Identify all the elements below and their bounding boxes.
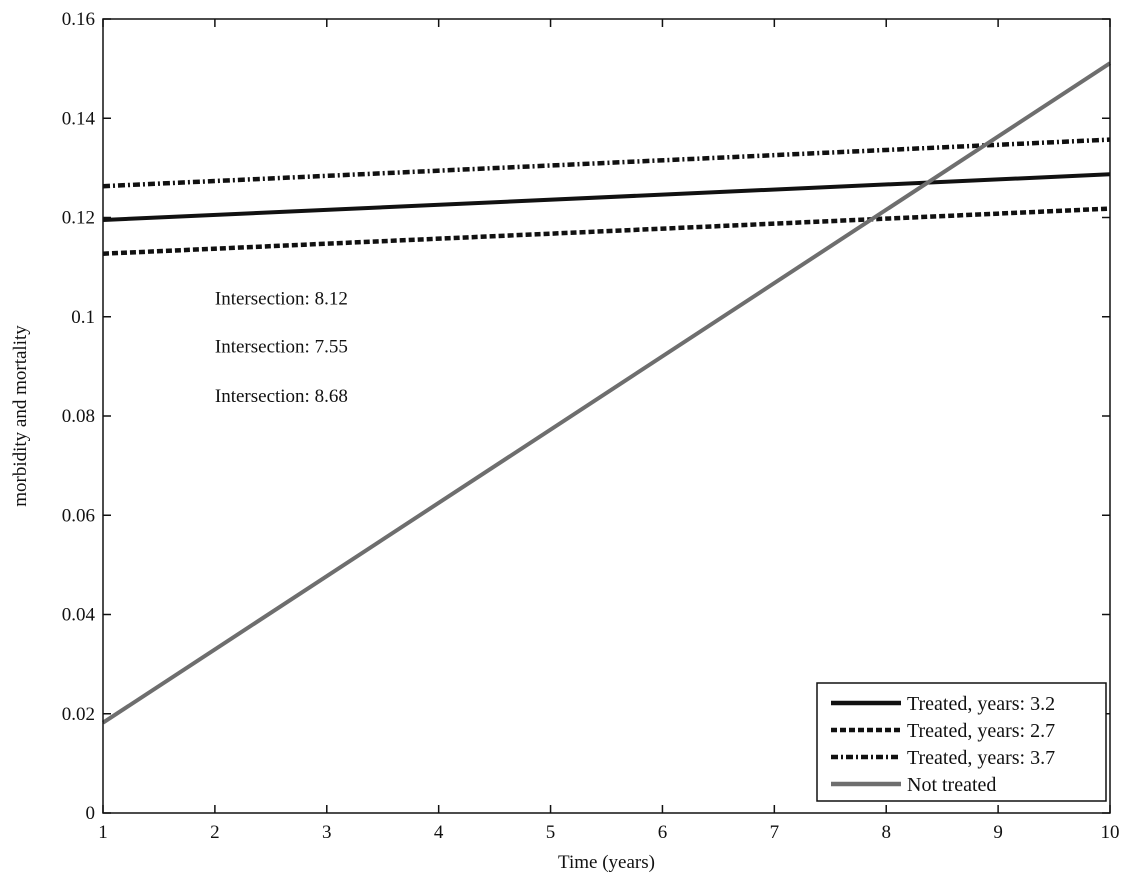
legend-label: Treated, years: 2.7 — [907, 720, 1055, 742]
x-tick-label: 6 — [658, 822, 668, 843]
intersection-annotation: Intersection: 7.55 — [215, 336, 348, 357]
x-tick-label: 1 — [98, 822, 108, 843]
y-tick-label: 0.14 — [62, 108, 96, 129]
y-tick-label: 0.16 — [62, 9, 95, 30]
x-tick-label: 3 — [322, 822, 332, 843]
legend: Treated, years: 3.2 Treated, years: 2.7 Tr… — [816, 682, 1107, 802]
y-tick-label: 0 — [86, 803, 96, 824]
y-tick-label: 0.08 — [62, 406, 95, 427]
plot-layer — [101, 61, 1112, 725]
legend-label: Not treated — [907, 774, 996, 796]
y-tick-label: 0.06 — [62, 505, 95, 526]
series-line-3 — [102, 137, 1111, 189]
annotations: Intersection: 8.12 Intersection: 7.55 Inte… — [215, 288, 348, 407]
series-line-1 — [102, 172, 1111, 222]
intersection-annotation: Intersection: 8.68 — [215, 386, 348, 407]
legend-label: Treated, years: 3.7 — [907, 747, 1055, 769]
x-tick-label: 8 — [881, 822, 891, 843]
series-line-2 — [102, 206, 1111, 256]
y-tick-label: 0.02 — [62, 704, 95, 725]
y-axis-label: morbidity and mortality — [10, 325, 31, 507]
x-tick-label: 2 — [210, 822, 220, 843]
y-tick-label: 0.12 — [62, 208, 95, 229]
y-tick-label: 0.04 — [62, 605, 96, 626]
series-line-4 — [101, 61, 1112, 725]
y-tick-label: 0.1 — [71, 307, 95, 328]
intersection-annotation: Intersection: 8.12 — [215, 288, 348, 309]
x-tick-label: 4 — [434, 822, 444, 843]
ticks-layer: 1 2 3 4 5 6 7 8 9 10 0 0.02 0.04 0.06 0.08 0.1 0.12 0.14 0… — [62, 9, 1120, 843]
x-tick-label: 5 — [546, 822, 556, 843]
x-tick-label: 9 — [993, 822, 1003, 843]
x-axis-label: Time (years) — [558, 852, 655, 873]
x-tick-label: 10 — [1101, 822, 1120, 843]
x-tick-label: 7 — [770, 822, 780, 843]
legend-label: Treated, years: 3.2 — [907, 693, 1055, 715]
